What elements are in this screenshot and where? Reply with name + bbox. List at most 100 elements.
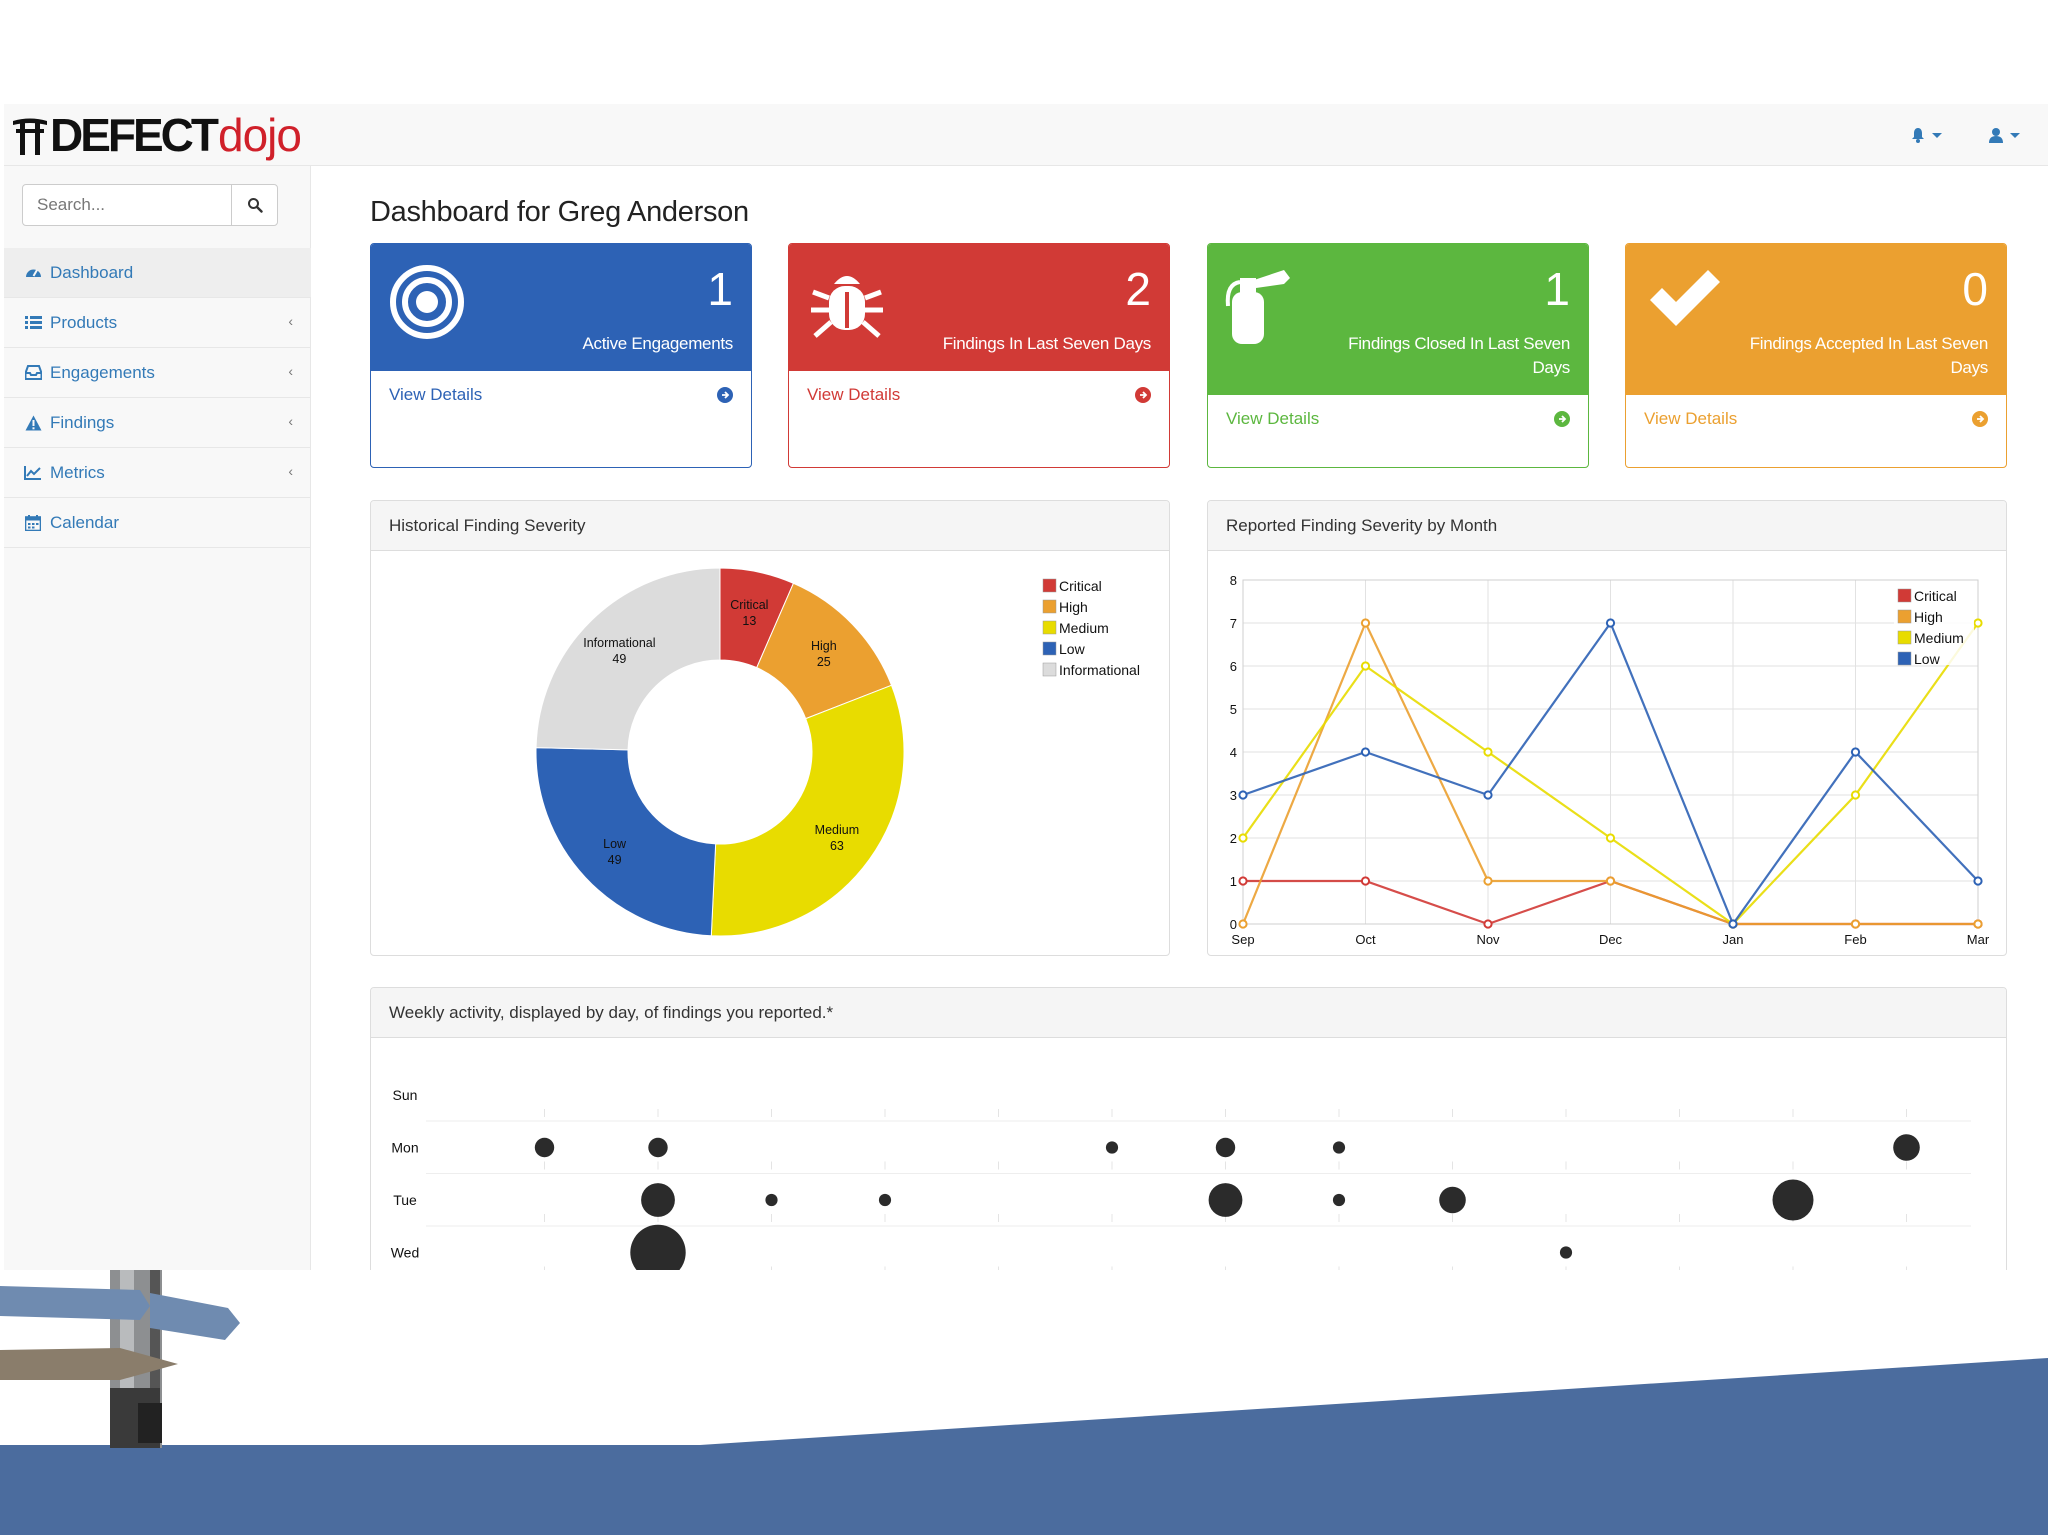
- activity-dot: [1559, 1246, 1573, 1259]
- legend-label-medium: Medium: [1059, 620, 1109, 636]
- data-point-high: [1850, 919, 1861, 929]
- legend-swatch-medium: [1897, 630, 1912, 645]
- logo-text-main: DEFECT: [50, 109, 219, 161]
- app-logo[interactable]: DEFECT dojo: [12, 108, 302, 162]
- inbox-icon: [24, 364, 42, 382]
- severity-line-chart: 0 1 2 3 4 5 6 7 8 Sep Oct Nov Dec Jan Feb Mar Critical Hi…: [1230, 573, 1990, 947]
- x-tick-label: Oct: [1355, 932, 1376, 947]
- activity-dot: [1332, 1193, 1346, 1207]
- check-icon: [1650, 270, 1720, 326]
- data-point-critical: [1238, 876, 1248, 886]
- search-button[interactable]: [231, 185, 277, 225]
- search-input[interactable]: [23, 185, 231, 225]
- legend-label-low: Low: [1059, 641, 1086, 657]
- sidebar-item-metrics[interactable]: Metrics ‹: [4, 448, 311, 498]
- legend-label-informational: Informational: [1059, 662, 1140, 678]
- activity-dot: [648, 1137, 668, 1158]
- signpost-photo: [0, 1268, 240, 1448]
- sidebar-item-label: Metrics: [50, 462, 105, 482]
- card-link-text: View Details: [807, 385, 901, 404]
- y-tick-label: 7: [1230, 616, 1237, 631]
- card-view-details-link[interactable]: View Details: [1208, 395, 1588, 467]
- bullseye-icon: [390, 265, 464, 339]
- chevron-left-icon: ‹: [288, 313, 293, 329]
- legend-label-low: Low: [1914, 651, 1941, 667]
- data-point-low: [1605, 618, 1616, 628]
- activity-dot: [641, 1183, 675, 1217]
- sidebar-item-label: Engagements: [50, 362, 155, 382]
- activity-dot: [534, 1137, 555, 1158]
- search-icon: [247, 198, 263, 213]
- data-point-medium: [1360, 661, 1371, 671]
- dashboard-icon: [24, 264, 42, 282]
- panel-heading: Reported Finding Severity by Month: [1208, 501, 2006, 551]
- data-point-low: [1238, 790, 1248, 800]
- activity-dot: [1208, 1183, 1243, 1217]
- top-navbar: DEFECT dojo: [4, 104, 2048, 166]
- main-content: Dashboard for Greg Anderson 1 Active Eng…: [311, 166, 2048, 1270]
- data-point-critical: [1483, 919, 1493, 929]
- line-chart-icon: [24, 464, 42, 482]
- activity-dot: [1439, 1186, 1466, 1214]
- x-tick-label: Dec: [1599, 932, 1623, 947]
- notifications-dropdown[interactable]: [1910, 124, 1942, 146]
- y-tick-label: 2: [1230, 831, 1237, 846]
- activity-dot: [630, 1224, 686, 1270]
- data-point-low: [1483, 790, 1493, 800]
- card-view-details-link[interactable]: View Details: [1626, 395, 2006, 467]
- data-point-low: [1850, 747, 1861, 757]
- data-point-medium: [1483, 747, 1493, 757]
- warning-icon: [24, 414, 42, 432]
- donut-slice-low: [535, 747, 717, 937]
- data-point-high: [1973, 919, 1983, 929]
- slice-label: Critical: [730, 598, 768, 612]
- card-findings-accepted: 0 Findings Accepted In Last Seven Days V…: [1625, 243, 2007, 468]
- panel-heading: Historical Finding Severity: [371, 501, 1169, 551]
- day-label: Tue: [393, 1192, 417, 1208]
- sidebar-item-label: Findings: [50, 412, 115, 432]
- sidebar-nav: Dashboard Products ‹ Engagements ‹ Findi…: [4, 248, 311, 548]
- legend-swatch-low: [1042, 641, 1057, 656]
- sidebar-item-calendar[interactable]: Calendar: [4, 498, 311, 548]
- legend-label-critical: Critical: [1914, 588, 1957, 604]
- card-view-details-link[interactable]: View Details: [789, 371, 1169, 467]
- activity-dot: [1772, 1179, 1814, 1221]
- slice-value: 63: [830, 839, 844, 853]
- x-tick-label: Jan: [1723, 932, 1744, 947]
- legend-swatch-low: [1897, 651, 1912, 666]
- search-box: [22, 184, 278, 226]
- arrow-circle-right-icon: [717, 387, 733, 403]
- sidebar-item-dashboard[interactable]: Dashboard: [4, 248, 311, 298]
- sidebar-item-label: Dashboard: [50, 262, 134, 282]
- donut-slice-medium: [710, 684, 905, 937]
- line-chart-legend: Critical High Medium Low: [1894, 583, 1974, 667]
- sidebar-item-engagements[interactable]: Engagements ‹: [4, 348, 311, 398]
- activity-dot: [1215, 1137, 1236, 1158]
- panel-historical-finding-severity: Historical Finding Severity Critical 13 Hi…: [370, 500, 1170, 956]
- user-dropdown[interactable]: [1988, 124, 2020, 146]
- card-count: 0: [1962, 263, 1988, 315]
- user-icon: [1989, 128, 2003, 143]
- data-point-high: [1238, 919, 1248, 929]
- card-view-details-link[interactable]: View Details: [371, 371, 751, 467]
- slice-label: Medium: [815, 823, 859, 837]
- day-label: Wed: [391, 1245, 420, 1261]
- card-label: Findings Accepted In Last Seven Days: [1749, 334, 1989, 377]
- arrow-circle-right-icon: [1972, 411, 1988, 427]
- card-header: 0 Findings Accepted In Last Seven Days: [1626, 244, 2006, 395]
- activity-dot: [878, 1193, 892, 1207]
- legend-label-high: High: [1914, 609, 1943, 625]
- sidebar-item-label: Calendar: [50, 512, 119, 532]
- panel-weekly-activity: Weekly activity, displayed by day, of fi…: [370, 987, 2007, 1270]
- logo-text-accent: dojo: [218, 109, 302, 161]
- list-icon: [24, 314, 42, 332]
- panel-heading: Weekly activity, displayed by day, of fi…: [371, 988, 2006, 1038]
- sidebar-item-findings[interactable]: Findings ‹: [4, 398, 311, 448]
- data-point-critical: [1360, 876, 1371, 886]
- sidebar-item-products[interactable]: Products ‹: [4, 298, 311, 348]
- donut-slice-informational: [535, 567, 721, 751]
- slice-value: 13: [742, 614, 756, 628]
